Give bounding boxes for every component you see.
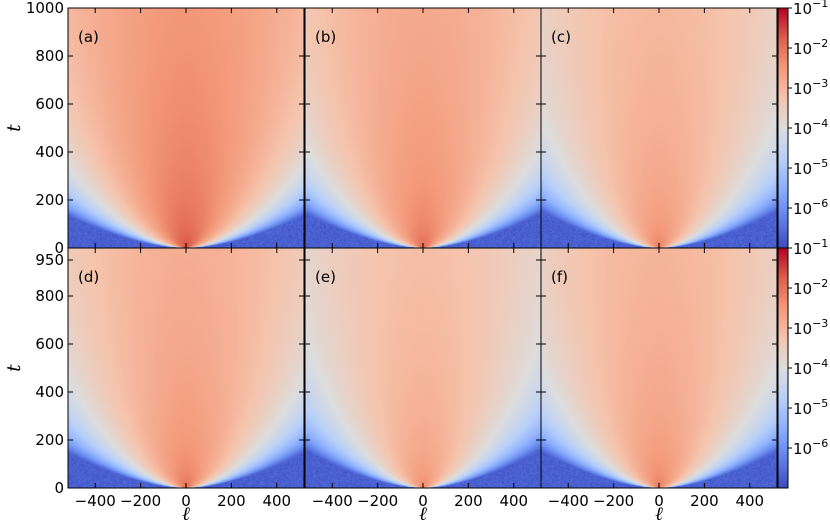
colorbar-row-1: 10−110−210−310−410−510−6 [777,0,828,249]
colorbar-tick-label: 10−2 [793,277,828,298]
colorbar-gradient [778,8,788,248]
colorbar-tick-label: 10−1 [793,237,828,258]
colorbar-tick-exp: −2 [812,37,828,50]
y-tick-label: 0 [54,239,64,257]
x-tick-label: −200 [357,492,398,510]
y-tick-label: 800 [35,287,64,305]
colorbar-tick-base: 10 [793,200,812,218]
colorbar-tick-label: 10−3 [793,317,828,338]
y-tick-label: 800 [35,47,64,65]
heatmap-image [68,8,304,248]
colorbar-tick-base: 10 [793,40,812,58]
heatmap-image [541,8,777,248]
colorbar-tick-label: 10−5 [793,157,828,178]
panel-label: (d) [78,268,99,286]
colorbar-tick-base: 10 [793,120,812,138]
colorbar-tick-exp: −3 [812,317,828,330]
colorbar-tick-exp: −3 [812,77,828,90]
colorbar-tick-label: 10−5 [793,397,828,418]
panel-label: (f) [551,268,568,286]
colorbar-tick-label: 10−6 [793,197,828,218]
panel-label: (b) [315,28,336,46]
panel-e: (e) −400 −200 0 200 400 [304,247,542,510]
x-tick-label: −400 [75,492,116,510]
x-tick-label: −400 [548,492,589,510]
panel-a: (a) 0 200 400 600 800 1000 [26,0,305,257]
colorbar-tick-exp: −4 [812,117,828,130]
heatmap-image [305,248,541,488]
x-tick-label: 400 [262,492,291,510]
colorbars: 10−110−210−310−410−510−610−110−210−310−4… [777,0,828,489]
x-tick-label: 0 [654,492,664,510]
x-tick-label: −200 [120,492,161,510]
colorbar-tick-label: 10−4 [793,357,828,378]
colorbar-tick-base: 10 [793,240,812,258]
x-tick-label: −400 [312,492,353,510]
y-tick-label: 200 [35,191,64,209]
y-tick-label: 950 [35,251,64,269]
colorbar-tick-exp: −6 [812,197,828,210]
heatmap-image [305,8,541,248]
panel-c: (c) [540,7,778,249]
colorbar-tick-label: 10−4 [793,117,828,138]
colorbar-tick-base: 10 [793,400,812,418]
x-tick-label: 200 [217,492,246,510]
x-tick-label: 400 [499,492,528,510]
heatmap-image [541,248,777,488]
y-tick-label: 200 [35,431,64,449]
colorbar-tick-base: 10 [793,320,812,338]
colorbar-tick-exp: −4 [812,357,828,370]
colorbar-tick-base: 10 [793,360,812,378]
colorbar-tick-label: 10−6 [793,437,828,458]
colorbar-gradient [778,248,788,488]
colorbar-tick-exp: −5 [812,397,828,410]
panel-f: (f) −400 −200 0 200 400 [540,247,778,510]
x-tick-label: 200 [690,492,719,510]
heatmap-image [68,248,304,488]
x-axis-label: ℓ [419,503,427,525]
colorbar-tick-base: 10 [793,280,812,298]
axes: t t ℓ ℓ ℓ [3,124,663,525]
colorbar-tick-label: 10−3 [793,77,828,98]
colorbar-tick-label: 10−1 [793,0,828,18]
colorbar-tick-base: 10 [793,80,812,98]
colorbar-tick-exp: −1 [812,237,828,250]
colorbar-tick-exp: −6 [812,437,828,450]
colorbar-tick-exp: −2 [812,277,828,290]
y-tick-label: 400 [35,383,64,401]
x-axis-label: ℓ [655,503,663,525]
y-tick-label: 600 [35,335,64,353]
x-tick-label: 0 [181,492,191,510]
x-tick-label: 0 [418,492,428,510]
y-axis-label: t [3,364,25,372]
panel-label: (e) [315,268,336,286]
y-tick-label: 600 [35,95,64,113]
x-axis-label: ℓ [182,503,190,525]
panel-d: (d) −400 −200 0 200 400 0 200 400 600 800 950 [35,247,305,510]
y-tick-label: 400 [35,143,64,161]
x-tick-label: −200 [593,492,634,510]
panel-b: (b) [304,7,542,249]
colorbar-row-2: 10−110−210−310−410−510−6 [777,237,828,489]
colorbar-tick-base: 10 [793,0,812,18]
colorbar-tick-label: 10−2 [793,37,828,58]
colorbar-tick-exp: −5 [812,157,828,170]
colorbar-tick-exp: −1 [812,0,828,10]
x-tick-label: 200 [454,492,483,510]
x-tick-label: 400 [735,492,764,510]
colorbar-tick-base: 10 [793,160,812,178]
panel-label: (a) [78,28,99,46]
panel-label: (c) [551,28,571,46]
y-tick-label: 0 [54,479,64,497]
y-tick-label: 1000 [26,0,64,17]
y-axis-label: t [3,124,25,132]
colorbar-tick-base: 10 [793,440,812,458]
